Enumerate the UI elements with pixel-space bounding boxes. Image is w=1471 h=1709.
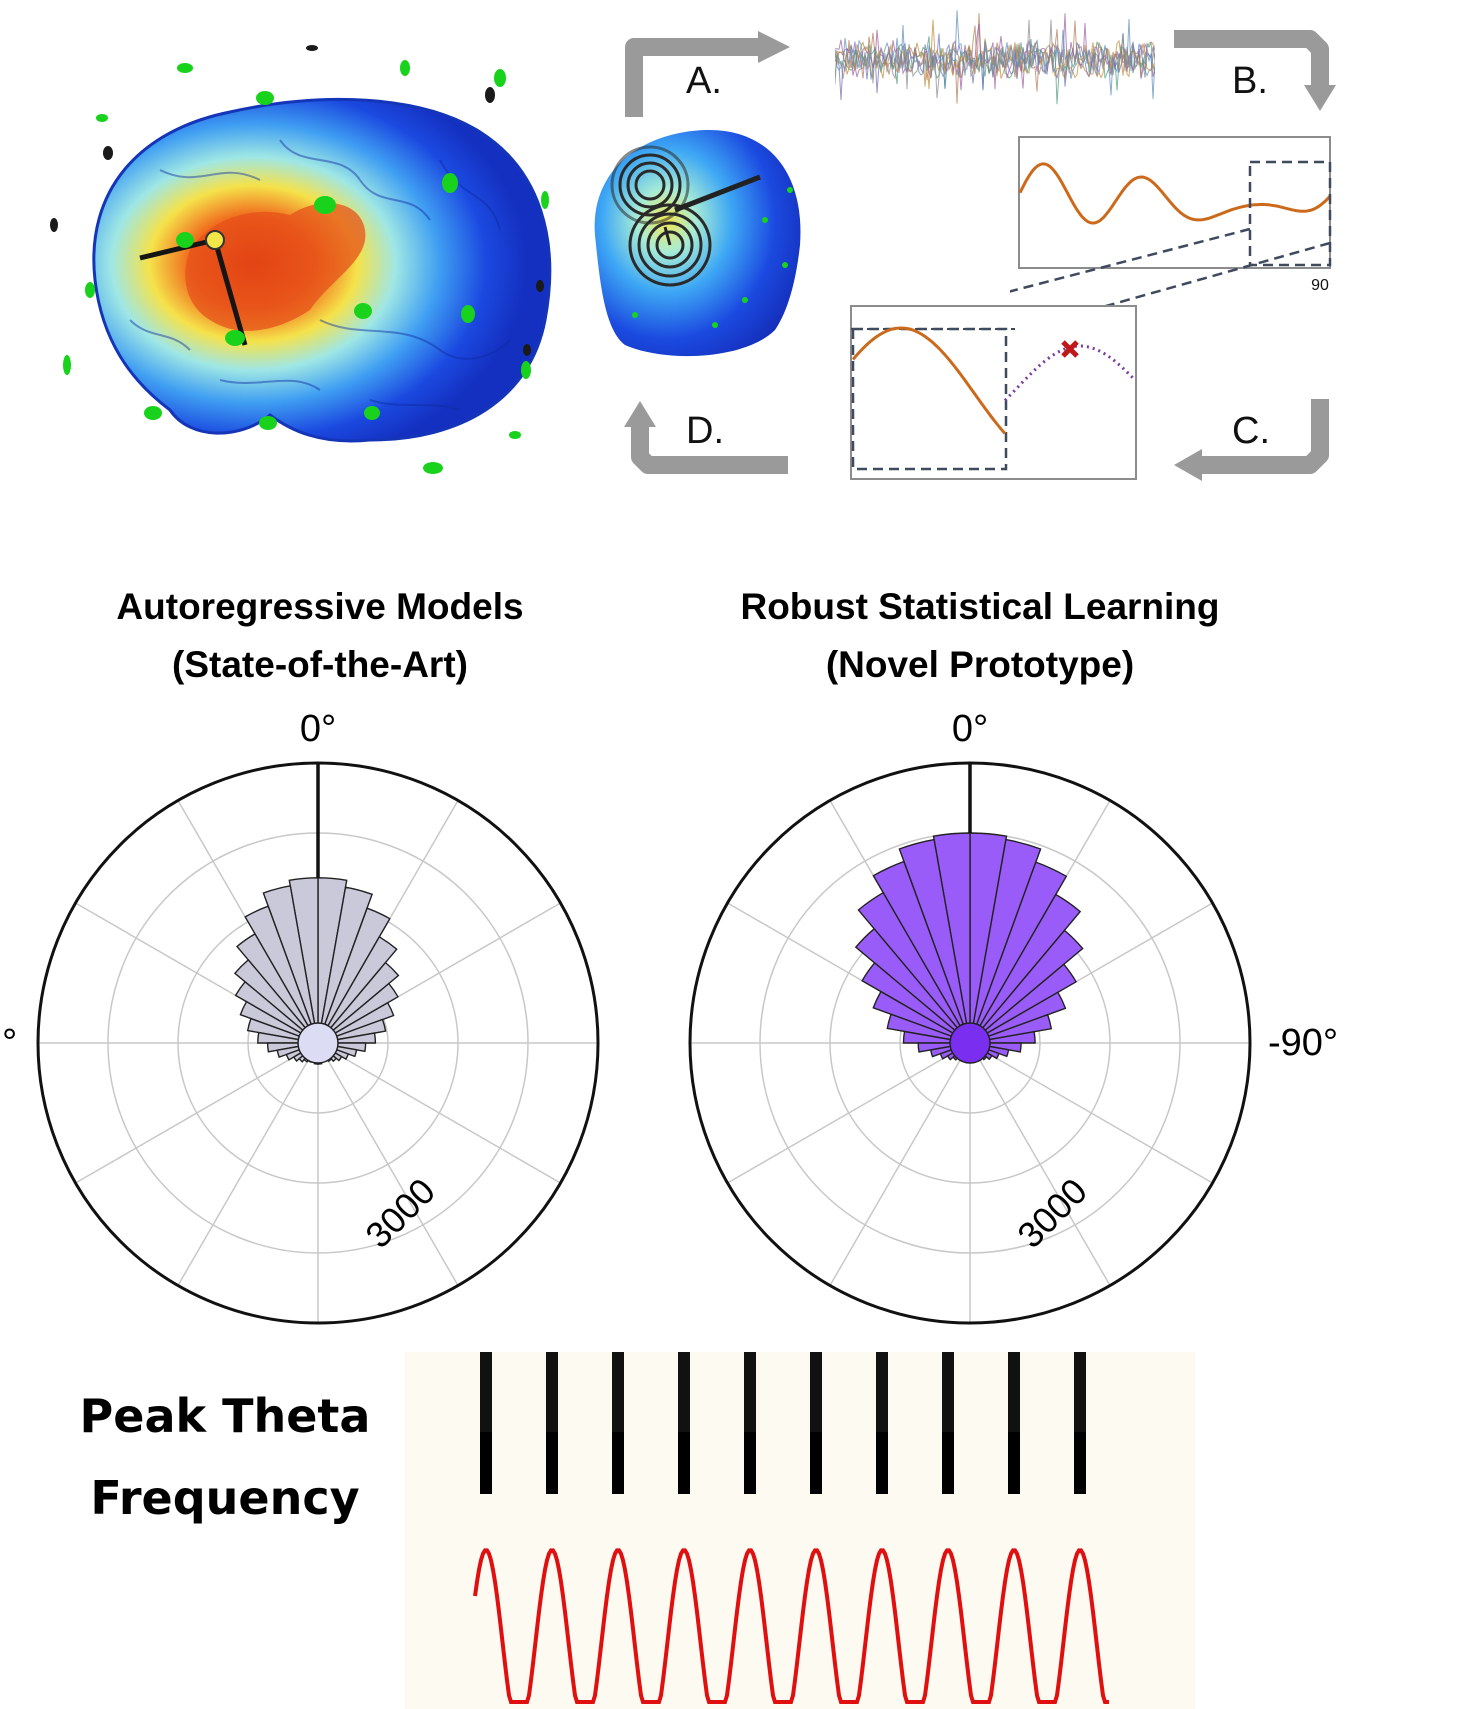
rose-chart-autoregressive: 0° ° 3000 bbox=[2, 708, 600, 1325]
stimulus-bar-base bbox=[810, 1432, 822, 1494]
rose-2-center-disc bbox=[949, 1022, 991, 1064]
rose-bar bbox=[861, 961, 971, 1044]
eeg-channel-line bbox=[835, 36, 1155, 105]
rose-1-title-line1: Autoregressive Models bbox=[116, 586, 524, 627]
rose-bar bbox=[236, 932, 319, 1044]
rose-bar bbox=[317, 935, 398, 1044]
rose-1-side-label: ° bbox=[2, 1022, 17, 1064]
rose-bar bbox=[872, 990, 971, 1044]
rose-2-top-label: 0° bbox=[952, 708, 988, 750]
rose-bar bbox=[969, 963, 1078, 1044]
peak-theta-trace bbox=[405, 1352, 1195, 1709]
rose-bar bbox=[317, 961, 400, 1044]
rose-2-bars bbox=[854, 832, 1084, 1063]
stimulus-bar-base bbox=[876, 1432, 888, 1494]
step-d-label: D. bbox=[686, 410, 724, 452]
rose-bar bbox=[317, 982, 399, 1044]
stimulus-bar-base bbox=[612, 1432, 624, 1494]
eeg-signal-trace bbox=[835, 10, 1155, 105]
stimulus-bar-base bbox=[546, 1432, 558, 1494]
eeg-channel-line bbox=[835, 10, 1155, 100]
rose-2-title: Robust Statistical Learning (Novel Proto… bbox=[680, 578, 1280, 694]
step-a-label: A. bbox=[686, 60, 722, 102]
rose-bar bbox=[854, 927, 971, 1044]
rose-bar bbox=[969, 929, 1084, 1044]
rose-bar bbox=[857, 891, 971, 1044]
rose-1-radial-tick-label: 3000 bbox=[357, 1170, 443, 1256]
zoom-axis-label: 90 bbox=[1311, 277, 1329, 294]
rose-chart-robust-learning: 0° -90° 3000 bbox=[688, 708, 1338, 1325]
rose-bar bbox=[969, 991, 1067, 1044]
rose-2-radial-tick-label: 3000 bbox=[1009, 1170, 1095, 1256]
rose-1-title: Autoregressive Models (State-of-the-Art) bbox=[20, 578, 620, 694]
workflow-diagram: A. B. 90 C. D. bbox=[0, 0, 1471, 540]
rose-bar bbox=[898, 838, 971, 1044]
rose-bar bbox=[969, 1013, 1053, 1044]
theta-sine-wave bbox=[473, 1548, 1109, 1704]
peak-theta-label-line2: Frequency bbox=[90, 1471, 360, 1525]
rose-bar bbox=[317, 1001, 395, 1044]
eeg-channel-line bbox=[835, 19, 1155, 99]
rose-bar bbox=[244, 905, 319, 1044]
eeg-channel-line bbox=[835, 19, 1155, 90]
rose-1-title-line2: (State-of-the-Art) bbox=[172, 644, 468, 685]
brain-eeg-image bbox=[50, 45, 552, 474]
peak-stimulus-bars bbox=[480, 1352, 1086, 1494]
rose-bar bbox=[239, 1000, 319, 1044]
tms-coil-head-image bbox=[594, 129, 801, 357]
rose-bar bbox=[886, 1013, 971, 1044]
rose-2-title-line1: Robust Statistical Learning bbox=[740, 586, 1220, 627]
stimulus-bar-base bbox=[942, 1432, 954, 1494]
rose-bar bbox=[317, 907, 391, 1044]
rose-2-title-line2: (Novel Prototype) bbox=[825, 644, 1135, 685]
filtered-theta-panel: 90 bbox=[1010, 136, 1332, 335]
step-a-arrow bbox=[625, 31, 790, 117]
peak-theta-label: Peak Theta Frequency bbox=[40, 1375, 410, 1539]
step-c-label: C. bbox=[1232, 410, 1270, 452]
rose-bar bbox=[969, 838, 1042, 1044]
step-d-arrow bbox=[624, 401, 788, 474]
rose-bar bbox=[234, 980, 319, 1044]
forecast-panel bbox=[850, 305, 1137, 480]
stimulus-bar-base bbox=[1008, 1432, 1020, 1494]
step-c-arrow bbox=[1174, 399, 1329, 481]
stimulus-bar-base bbox=[744, 1432, 756, 1494]
rose-1-center-disc bbox=[297, 1022, 339, 1064]
predicted-peak-marker bbox=[1061, 340, 1079, 358]
rose-bar bbox=[233, 958, 319, 1044]
stimulus-bar-base bbox=[1074, 1432, 1086, 1494]
rose-2-side-label: -90° bbox=[1268, 1022, 1338, 1064]
peak-theta-label-line1: Peak Theta bbox=[79, 1389, 371, 1443]
stimulus-bar-base bbox=[678, 1432, 690, 1494]
step-b-arrow bbox=[1174, 30, 1336, 111]
rose-1-top-label: 0° bbox=[300, 708, 336, 750]
stimulus-bar-base bbox=[480, 1432, 492, 1494]
rose-bar bbox=[872, 860, 971, 1044]
rose-bar bbox=[969, 893, 1082, 1044]
step-b-label: B. bbox=[1232, 60, 1268, 102]
rose-bar bbox=[969, 861, 1068, 1044]
